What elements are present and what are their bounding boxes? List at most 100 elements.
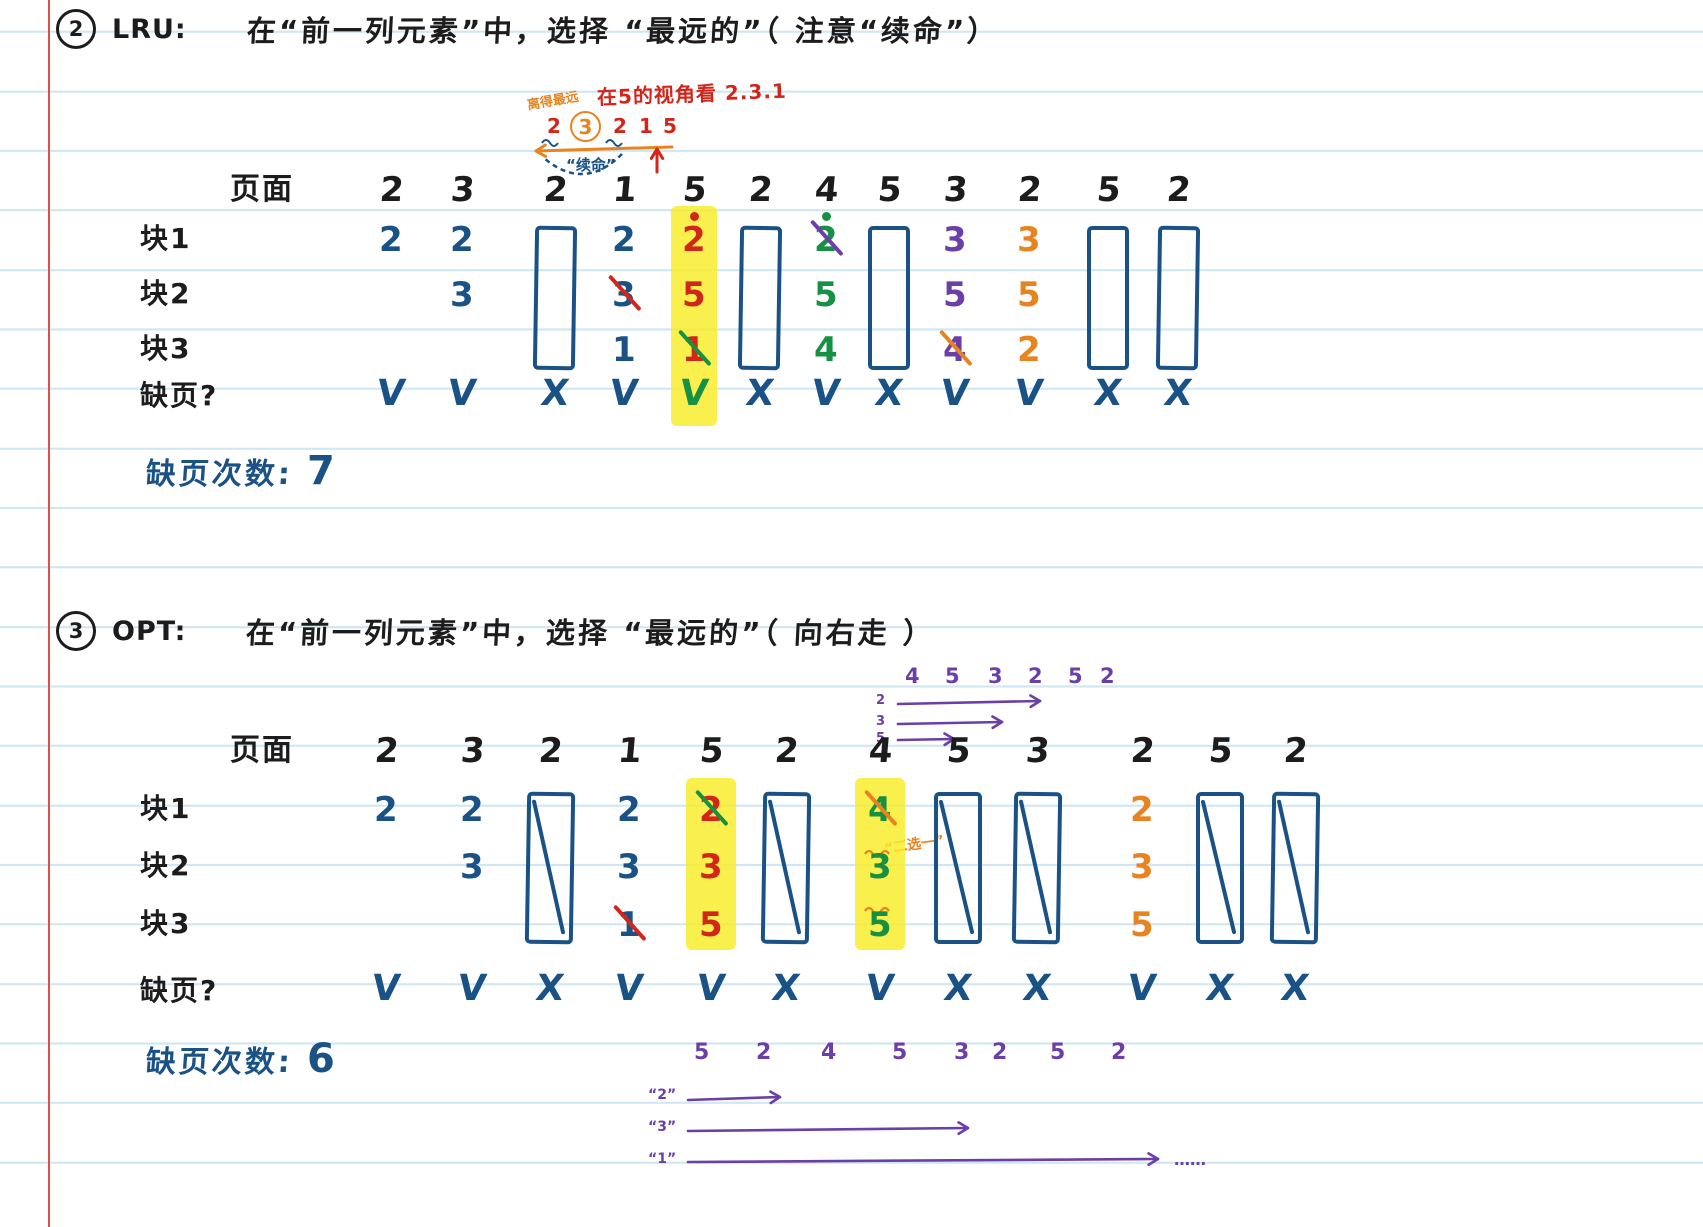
page-fault-check: V [938, 373, 972, 414]
future-sequence-number: 4 [821, 1040, 837, 1065]
memory-cell-value: 2 [374, 790, 398, 830]
emphasis-squiggle-icon [864, 830, 894, 864]
page-reference-number: 4 [867, 731, 895, 771]
future-sequence-number: 3 [988, 664, 1003, 688]
forward-distance-arrow [886, 689, 1052, 716]
opt-algo-label: OPT: [112, 615, 187, 647]
page-reference-number: 4 [813, 170, 841, 210]
opt-title-text: 在“前一列元素”中，选择 “最远的”（ 向右走 ） [245, 616, 937, 650]
opt-summary: 缺页次数: 6 [144, 1036, 335, 1082]
page-fault-cross: X [872, 373, 906, 414]
memory-cell-value: 3 [1130, 847, 1154, 887]
memory-hit-box [1155, 225, 1201, 371]
frame-row-label: 块1 [140, 792, 192, 825]
page-fault-check: V [455, 968, 489, 1009]
lru-algo-label: LRU: [112, 13, 187, 45]
sequence-number: 3 [570, 111, 601, 142]
frame-page-label: “1” [648, 1151, 677, 1167]
future-sequence-number: 2 [1028, 664, 1043, 688]
forward-distance-arrow [676, 1147, 1170, 1174]
page-fault-cross: X [1161, 373, 1195, 414]
opt-infinity-ellipsis: …… [1174, 1150, 1206, 1169]
page-fault-check: V [374, 373, 408, 414]
page-reference-number: 3 [449, 170, 477, 210]
page-fault-check: V [1125, 968, 1159, 1009]
page-reference-number: 2 [1165, 170, 1193, 210]
future-sequence-number: 5 [694, 1040, 710, 1065]
page-fault-check: V [694, 968, 728, 1009]
memory-cell-value: 2 [450, 220, 474, 260]
page-fault-cross: X [1278, 968, 1312, 1009]
replaced-strike-icon [608, 274, 642, 312]
memory-cell-value: 5 [1130, 905, 1154, 945]
memory-cell-value: 2 [1017, 330, 1041, 370]
page-reference-number: 1 [616, 731, 644, 771]
memory-cell-value: 2 [617, 790, 641, 830]
memory-cell-value: 1 [613, 904, 647, 942]
frame-page-label: 5 [876, 731, 886, 746]
memory-hit-box [1269, 791, 1321, 945]
memory-cell-value: 2 [682, 220, 706, 260]
page-fault-check: V [612, 968, 646, 1009]
memory-cell-value: 5 [943, 275, 967, 315]
opt-fault-count: 6 [307, 1036, 335, 1082]
replaced-strike-icon [613, 904, 647, 942]
page-reference-number: 2 [773, 731, 801, 771]
highlight-bar [671, 206, 717, 426]
frame-page-label: “2” [648, 1087, 677, 1103]
lru-viewpoint-note: 在5的视角看 2.3.1 [596, 78, 788, 110]
lru-summary: 缺页次数: 7 [145, 448, 335, 494]
forward-distance-arrow [676, 1085, 792, 1112]
page-fault-cross: X [743, 373, 777, 414]
memory-cell-value: 3 [460, 847, 484, 887]
frame-row-label: 块2 [140, 849, 192, 882]
memory-cell-value: 4 [939, 329, 973, 367]
lru-marker: 2 [56, 9, 96, 49]
margin-line [48, 0, 50, 1227]
memory-hit-box [760, 791, 812, 945]
replaced-strike-icon [810, 219, 844, 257]
memory-cell-value: 2 [460, 790, 484, 830]
memory-cell-value: 3 [450, 275, 474, 315]
memory-hit-box [868, 226, 910, 370]
page-fault-cross: X [533, 968, 567, 1009]
memory-cell-value: 2 [612, 220, 636, 260]
page-fault-cross: X [1091, 373, 1125, 414]
page-reference-number: 3 [1024, 731, 1052, 771]
page-reference-number: 2 [373, 731, 401, 771]
page-access-dot [822, 212, 831, 221]
opt-summary-label: 缺页次数: [144, 1045, 294, 1080]
memory-cell-value: 4 [864, 789, 898, 859]
frame-page-label: “3” [648, 1119, 677, 1135]
emphasis-squiggle-icon [864, 887, 894, 921]
page-reference-number: 5 [945, 731, 973, 771]
forward-distance-arrow [676, 1116, 980, 1143]
page-fault-check: V [863, 968, 897, 1009]
memory-cell-value: 5 [699, 905, 723, 945]
page-fault-check: V [369, 968, 403, 1009]
memory-cell-value: 5 [868, 905, 892, 945]
lru-current-up-arrow [645, 137, 669, 184]
page-reference-number: 2 [1129, 731, 1157, 771]
future-sequence-number: 5 [945, 664, 960, 688]
lru-lookback-arrow [524, 135, 684, 163]
memory-cell-value: 4 [814, 330, 838, 370]
sequence-number: 5 [663, 114, 677, 138]
tick-squiggle-icon [605, 138, 625, 147]
memory-cell-value: 3 [617, 847, 641, 887]
memory-cell-value: 1 [612, 330, 636, 370]
page-reference-number: 2 [537, 731, 565, 771]
replaced-strike-icon [939, 329, 973, 367]
page-reference-number: 5 [681, 170, 709, 210]
future-sequence-number: 4 [905, 664, 920, 688]
page-row-header: 页面 [230, 172, 294, 207]
lru-renew-label: “续命” [566, 156, 616, 174]
memory-cell-value: 2 [810, 219, 844, 257]
memory-cell-value: 1 [678, 329, 712, 367]
page-fault-cross: X [538, 373, 572, 414]
memory-hit-box [934, 792, 982, 944]
memory-cell-value: 3 [864, 850, 892, 916]
page-reference-number: 2 [1016, 170, 1044, 210]
page-access-dot [690, 212, 699, 221]
memory-cell-value: 5 [682, 275, 706, 315]
